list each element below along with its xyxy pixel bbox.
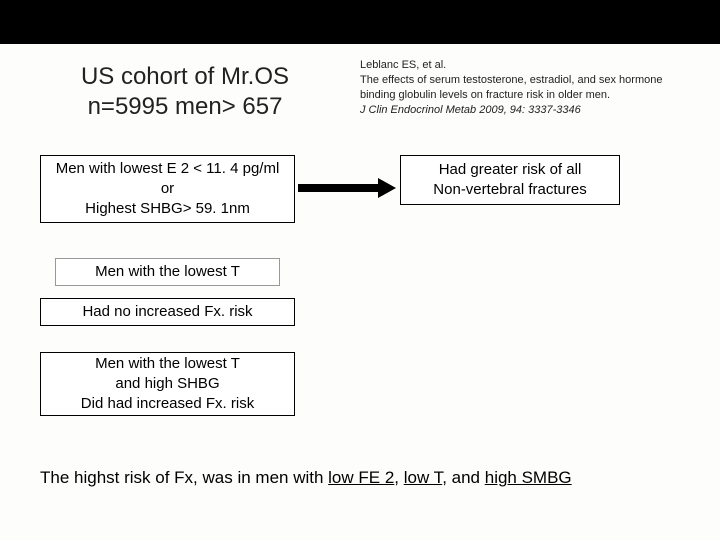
box-greater-risk: Had greater risk of all Non-vertebral fr… <box>400 155 620 205</box>
bottom-u3: high SMBG <box>485 468 572 487</box>
box-e-line3: Did had increased Fx. risk <box>81 395 254 412</box>
top-black-bar <box>0 0 720 44</box>
box-lowest-e2: Men with lowest E 2 < 11. 4 pg/ml or Hig… <box>40 155 295 223</box>
arrow-icon <box>298 178 398 198</box>
box-lowest-t-high-shbg: Men with the lowest T and high SHBG Did … <box>40 352 295 416</box>
citation-journal: J Clin Endocrinol Metab 2009, 94: 3337-3… <box>360 104 581 116</box>
box-a-line1: Men with lowest E 2 < 11. 4 pg/ml <box>56 160 280 177</box>
bottom-u1: low FE 2 <box>328 468 394 487</box>
box-b-line1: Had greater risk of all <box>439 161 582 178</box>
box-e-line1: Men with the lowest T <box>95 355 240 372</box>
citation-text: The effects of serum testosterone, estra… <box>360 74 662 101</box>
title-line-2: n=5995 men> 657 <box>88 93 283 120</box>
box-a-line2: or <box>161 180 174 197</box>
bottom-sep1: , <box>394 468 403 487</box>
box-b-line2: Non-vertebral fractures <box>433 181 586 198</box>
bottom-prefix: The highst risk of Fx, was in men with <box>40 468 328 487</box>
bottom-sep2: , and <box>442 468 485 487</box>
box-lowest-t: Men with the lowest T <box>55 258 280 286</box>
citation-block: Leblanc ES, et al. The effects of serum … <box>360 58 690 117</box>
box-c-text: Men with the lowest T <box>95 262 240 282</box>
box-e-line2: and high SHBG <box>115 375 219 392</box>
bottom-u2: low T <box>404 468 442 487</box>
box-d-text: Had no increased Fx. risk <box>82 302 252 322</box>
bottom-summary: The highst risk of Fx, was in men with l… <box>40 468 680 488</box>
box-no-increased-risk: Had no increased Fx. risk <box>40 298 295 326</box>
slide-title: US cohort of Mr.OS n=5995 men> 657 <box>55 62 315 122</box>
citation-authors: Leblanc ES, et al. <box>360 59 446 71</box>
box-a-line3: Highest SHBG> 59. 1nm <box>85 200 250 217</box>
title-line-1: US cohort of Mr.OS <box>81 63 289 90</box>
